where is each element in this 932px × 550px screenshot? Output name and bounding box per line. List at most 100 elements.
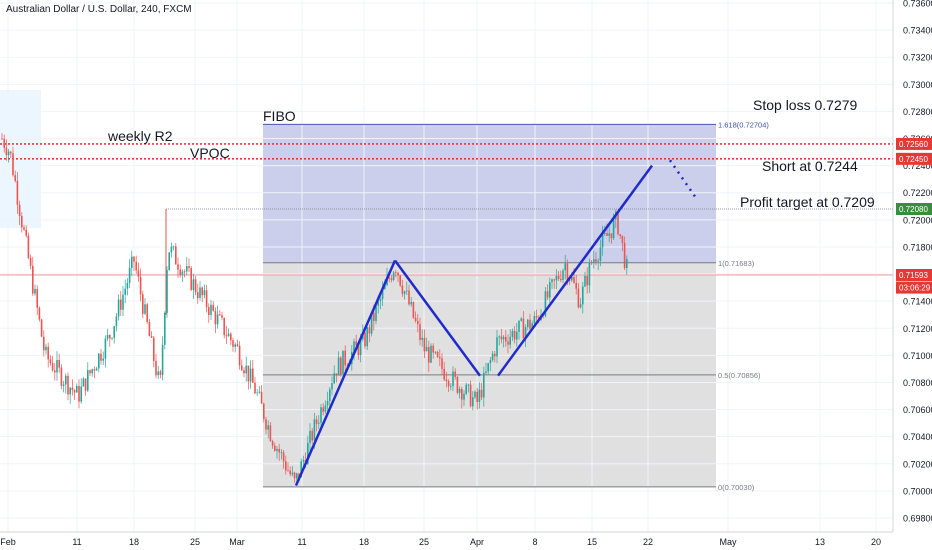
candle-body — [575, 282, 577, 289]
projection-dotted-line — [668, 159, 699, 201]
candle-body — [318, 422, 320, 424]
candle-body — [216, 314, 219, 325]
candle-body — [287, 470, 289, 472]
candle-body — [566, 263, 569, 280]
candle-body — [153, 337, 155, 361]
candle-body — [599, 247, 602, 261]
candle-body — [612, 219, 615, 239]
candle-body — [155, 360, 157, 376]
candle-body — [210, 304, 212, 315]
candle-body — [223, 317, 225, 336]
candle-body — [29, 257, 32, 266]
candle-body — [21, 216, 23, 228]
candle-body — [146, 304, 148, 323]
candle-body — [175, 246, 177, 265]
candle-body — [65, 375, 67, 385]
candle-body — [221, 315, 223, 318]
candle-body — [313, 419, 316, 441]
candle-body — [533, 316, 536, 324]
candle-body — [190, 268, 192, 290]
candle-body — [265, 419, 267, 430]
candle-body — [263, 403, 265, 420]
candle-body — [388, 277, 390, 279]
candle-body — [172, 246, 175, 248]
candle-body — [329, 389, 331, 401]
time-tick-label: 22 — [643, 537, 653, 547]
candle-body — [128, 267, 131, 283]
candle-body — [212, 304, 214, 311]
candle-body — [549, 282, 551, 298]
candle-body — [496, 337, 498, 357]
candle-body — [333, 373, 335, 384]
candle-body — [579, 304, 582, 308]
candle-body — [324, 405, 327, 412]
candle-body — [445, 379, 448, 382]
time-tick-label: Mar — [229, 537, 245, 547]
candle-body — [498, 336, 500, 338]
candle-body — [144, 304, 146, 314]
candle-body — [593, 259, 595, 263]
price-label-box — [896, 137, 932, 150]
candle-body — [555, 276, 558, 281]
candle-body — [188, 266, 190, 269]
candle-body — [447, 381, 450, 387]
candle-body — [291, 472, 294, 475]
candle-body — [254, 382, 256, 394]
candle-body — [238, 346, 241, 366]
candle-body — [443, 368, 445, 380]
trend-line — [496, 164, 654, 377]
candle-body — [428, 346, 430, 363]
candle-body — [626, 258, 628, 269]
candle-body — [164, 312, 166, 345]
candle-body — [604, 233, 606, 234]
candle-body — [562, 270, 564, 281]
candle-body — [214, 310, 217, 325]
candle-body — [208, 307, 210, 315]
candle-body — [463, 393, 465, 400]
candle-body — [342, 350, 344, 374]
candle-body — [509, 336, 511, 345]
candle-body — [390, 278, 393, 280]
candle-body — [606, 233, 608, 236]
price-label-text: 03:06:29 — [899, 284, 931, 293]
time-axis[interactable]: Feb 11 18 25 Mar 11 18 25 Apr 8 15 22 May 13 20 — [0, 537, 881, 547]
candle-body — [535, 316, 538, 318]
candle-body — [597, 260, 599, 262]
candle-body — [76, 385, 78, 393]
candle-body — [194, 279, 197, 293]
candle-body — [377, 301, 379, 306]
candle-body — [450, 386, 452, 387]
time-tick-label: 25 — [419, 537, 429, 547]
candle-body — [527, 319, 529, 328]
candle-body — [234, 344, 236, 347]
candle-body — [161, 344, 164, 375]
candle-body — [16, 180, 19, 205]
candle-body — [337, 357, 340, 376]
candle-body — [126, 282, 129, 289]
candle-body — [432, 345, 434, 353]
candle-body — [505, 336, 507, 342]
candle-body — [1, 138, 3, 140]
fib-level-label: 1.618(0.72704) — [718, 120, 769, 129]
candle-body — [472, 397, 474, 407]
candle-body — [183, 271, 186, 273]
candle-body — [296, 473, 298, 479]
candle-body — [113, 326, 115, 338]
wave-line — [393, 259, 482, 377]
fibo-label: FIBO — [263, 108, 296, 124]
time-tick-label: 25 — [190, 537, 200, 547]
candle-body — [285, 461, 287, 471]
candle-body — [106, 334, 109, 339]
candle-body — [476, 391, 478, 402]
candle-body — [408, 290, 410, 305]
candle-body — [494, 353, 496, 357]
candle-body — [403, 291, 406, 294]
candle-body — [62, 384, 65, 386]
